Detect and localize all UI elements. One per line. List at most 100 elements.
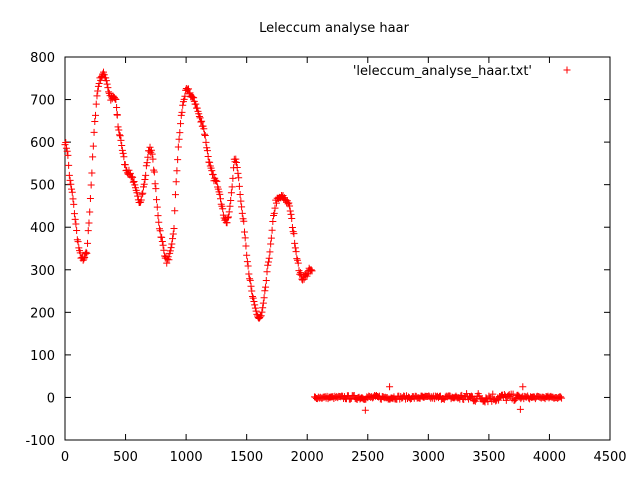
x-tick-label: 0 [61, 450, 69, 465]
data-point [268, 226, 276, 234]
data-point [243, 258, 251, 266]
data-point [71, 215, 79, 223]
data-point [217, 195, 225, 203]
data-point [89, 153, 97, 161]
data-point [233, 163, 241, 171]
data-point [92, 100, 100, 108]
data-point [269, 217, 277, 225]
data-point [245, 270, 253, 278]
data-point [151, 180, 159, 188]
data-point [247, 282, 255, 290]
data-point [95, 79, 103, 87]
data-point [69, 195, 77, 203]
data-point [237, 197, 245, 205]
data-point [195, 110, 203, 118]
data-point [260, 294, 268, 302]
data-point [100, 71, 108, 79]
data-point [208, 167, 216, 175]
data-point [228, 183, 236, 191]
data-points [61, 68, 566, 414]
data-point [270, 209, 278, 217]
data-point [111, 95, 119, 103]
data-point [206, 158, 214, 166]
y-tick-label: 200 [30, 306, 55, 321]
data-point [104, 84, 112, 92]
data-point [148, 150, 156, 158]
data-point [84, 239, 92, 247]
data-point [74, 238, 82, 246]
data-point [264, 261, 272, 269]
data-point [175, 135, 183, 143]
data-point [134, 192, 142, 200]
data-point [195, 113, 203, 121]
axis-ticks: 0 500 1000 1500 2000 2500 3000 3500 4000 4500-100… [25, 51, 626, 465]
data-point [232, 155, 240, 163]
data-point [174, 143, 182, 151]
data-point [119, 149, 127, 157]
data-point [169, 230, 177, 238]
legend-label: 'leleccum_analyse_haar.txt' [353, 64, 532, 79]
data-point [288, 214, 296, 222]
data-point [253, 310, 261, 318]
x-tick-label: 1000 [170, 450, 203, 465]
data-point [76, 249, 84, 257]
x-tick-label: 500 [113, 450, 138, 465]
data-point [177, 120, 185, 128]
data-point [250, 297, 258, 305]
data-point [143, 159, 151, 167]
data-point [94, 82, 102, 90]
data-point [235, 174, 243, 182]
data-point [291, 244, 299, 252]
data-point [197, 118, 205, 126]
x-tick-label: 1500 [230, 450, 263, 465]
data-point [125, 166, 133, 174]
data-point [202, 138, 210, 146]
data-point [213, 177, 221, 185]
data-point [141, 175, 149, 183]
y-tick-label: 700 [30, 94, 55, 109]
x-tick-label: 3500 [472, 450, 505, 465]
data-point [112, 96, 120, 104]
data-point [118, 142, 126, 150]
data-point [201, 131, 209, 139]
data-point [172, 178, 180, 186]
data-point [156, 227, 164, 235]
data-point [232, 158, 240, 166]
data-point [73, 236, 81, 244]
y-tick-label: 100 [30, 349, 55, 364]
x-tick-label: 4500 [593, 450, 626, 465]
data-point [186, 89, 194, 97]
data-point [238, 203, 246, 211]
data-point [131, 181, 139, 189]
data-point [65, 161, 73, 169]
data-point [62, 144, 70, 152]
data-point [174, 156, 182, 164]
data-point [511, 396, 519, 404]
data-point [102, 77, 110, 85]
data-point [209, 171, 217, 179]
data-point [271, 204, 279, 212]
data-point [138, 190, 146, 198]
data-point [79, 256, 87, 264]
data-point [82, 248, 90, 256]
data-point [300, 275, 308, 283]
data-point [265, 254, 273, 262]
data-point [164, 253, 172, 261]
data-point [179, 101, 187, 109]
data-point [203, 147, 211, 155]
data-point [286, 207, 294, 215]
data-point [92, 111, 100, 119]
data-point [171, 191, 179, 199]
data-point [489, 390, 497, 398]
x-tick-label: 3000 [412, 450, 445, 465]
data-point [103, 80, 111, 88]
data-point [113, 104, 121, 112]
data-point [251, 301, 259, 309]
data-point [223, 219, 231, 227]
data-point [192, 100, 200, 108]
data-point [293, 255, 301, 263]
data-point [509, 390, 517, 398]
data-point [236, 190, 244, 198]
data-point [287, 210, 295, 218]
